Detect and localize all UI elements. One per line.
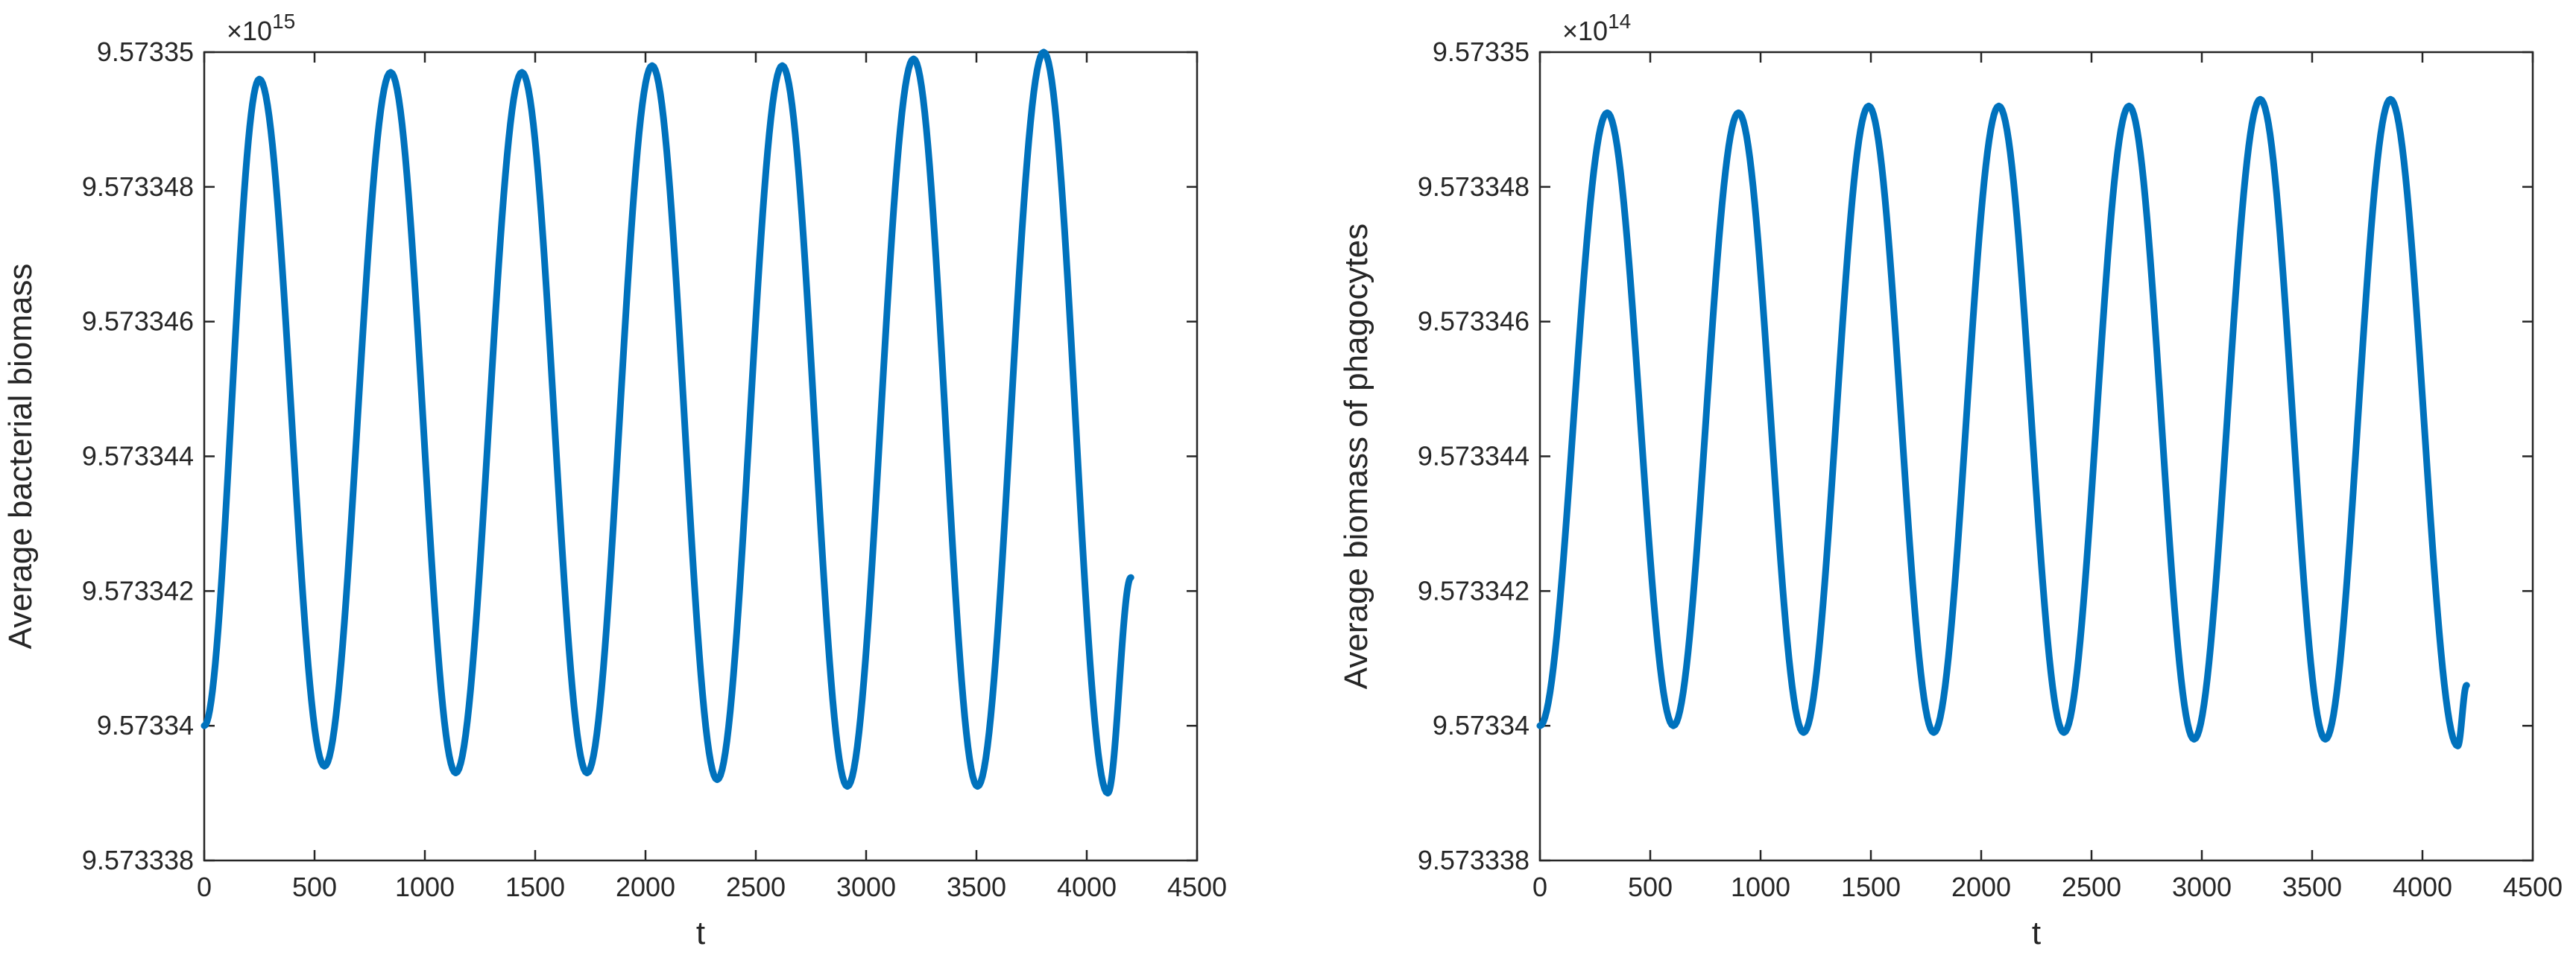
- series-line: [201, 48, 1134, 797]
- x-tick-label: 2500: [2062, 872, 2121, 902]
- y-axis-label: Average bacterial biomass: [2, 264, 39, 650]
- x-tick-label: 1500: [1841, 872, 1901, 902]
- x-axis-label: t: [696, 915, 705, 951]
- y-tick-label: 9.573346: [1418, 306, 1530, 337]
- y-tick-label: 9.573338: [1418, 845, 1530, 875]
- x-tick-label: 2500: [726, 872, 786, 902]
- y-tick-label: 9.57334: [1433, 710, 1530, 741]
- x-tick-label: 4500: [2503, 872, 2563, 902]
- y-tick-label: 9.57335: [97, 37, 194, 67]
- series-line: [1536, 95, 2470, 749]
- x-tick-label: 1000: [395, 872, 455, 902]
- y-tick-label: 9.57334: [97, 710, 194, 741]
- x-tick-label: 2000: [1951, 872, 2011, 902]
- x-tick-label: 500: [292, 872, 337, 902]
- y-tick-label: 9.573344: [1418, 441, 1530, 472]
- x-tick-label: 0: [1532, 872, 1547, 902]
- y-tick-label: 9.573346: [82, 306, 194, 337]
- x-tick-label: 1500: [505, 872, 565, 902]
- x-axis-label: t: [2032, 915, 2041, 951]
- x-tick-label: 3500: [2282, 872, 2342, 902]
- x-tick-label: 2000: [616, 872, 675, 902]
- chart-panel-2: 0 500 1000 1500 2000 2500 3000 3500 4000 4500 9.57…: [1338, 10, 2563, 951]
- x-tick-label: 3000: [2172, 872, 2232, 902]
- y-exponent-base: ×10: [227, 16, 272, 46]
- y-tick-label: 9.573338: [82, 845, 194, 875]
- y-tick-label: 9.573344: [82, 441, 194, 472]
- y-exponent-power: 15: [272, 10, 295, 33]
- y-exponent-label: ×1014: [1562, 10, 1631, 46]
- chart-panel-1: 0 500 1000 1500 2000 2500 3000 3500 4000 4500 9.57…: [2, 10, 1227, 951]
- x-tick-label: 1000: [1731, 872, 1790, 902]
- y-tick-label: 9.573348: [1418, 171, 1530, 202]
- x-tick-label: 4000: [2393, 872, 2452, 902]
- y-axis-label: Average biomass of phagocytes: [1338, 224, 1374, 689]
- y-tick-label: 9.573342: [82, 575, 194, 606]
- y-tick-label: 9.57335: [1433, 37, 1530, 67]
- y-exponent-label: ×1015: [227, 10, 295, 46]
- x-tick-label: 4500: [1167, 872, 1227, 902]
- y-tick-label: 9.573348: [82, 171, 194, 202]
- y-exponent-base: ×10: [1562, 16, 1608, 46]
- y-exponent-power: 14: [1608, 10, 1631, 33]
- x-tick-label: 3000: [836, 872, 896, 902]
- y-tick-label: 9.573342: [1418, 575, 1530, 606]
- x-tick-label: 3500: [947, 872, 1006, 902]
- x-tick-label: 4000: [1057, 872, 1117, 902]
- x-tick-label: 0: [197, 872, 212, 902]
- x-tick-label: 500: [1628, 872, 1673, 902]
